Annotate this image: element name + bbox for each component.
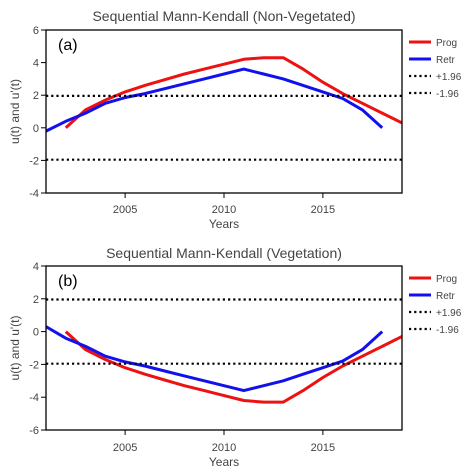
x-axis-label: Years [209, 455, 239, 469]
y-tick-label: -4 [29, 188, 39, 200]
y-tick-label: -4 [29, 392, 39, 404]
legend-label: -1.96 [436, 89, 459, 100]
y-tick-label: 6 [33, 25, 39, 37]
plot-area [46, 56, 402, 161]
legend-label: Prog [436, 274, 457, 285]
plot-area [46, 298, 402, 404]
legend-label: Prog [436, 38, 457, 49]
y-tick-label: 2 [33, 294, 39, 306]
chart-panel-a: Sequential Mann-Kendall (Non-Vegetated) -… [8, 8, 462, 231]
chart-title: Sequential Mann-Kendall (Non-Vegetated) [92, 8, 355, 24]
series-line-retr [46, 67, 384, 133]
chart-title: Sequential Mann-Kendall (Vegetation) [106, 245, 342, 261]
x-tick-label: 2015 [311, 204, 335, 216]
legend: Prog Retr +1.96 -1.96 [409, 274, 462, 336]
legend-label: +1.96 [436, 308, 462, 319]
y-tick-label: 4 [33, 261, 39, 273]
plot-frame [45, 29, 403, 194]
legend-label: Retr [436, 55, 456, 66]
plot-frame [45, 265, 403, 431]
y-tick-label: 4 [33, 58, 39, 70]
y-tick-label: 0 [33, 327, 39, 339]
legend-label: +1.96 [436, 72, 462, 83]
y-tick-label: -2 [29, 359, 39, 371]
panel-label: (a) [58, 37, 78, 54]
y-tick-label: 0 [33, 123, 39, 135]
series-line-retr [46, 325, 384, 393]
x-axis-label: Years [209, 217, 239, 231]
y-axis-label: u(t) and u'(t) [8, 316, 22, 381]
legend: Prog Retr +1.96 -1.96 [409, 38, 462, 100]
series-line-prog [64, 56, 402, 129]
panel-label: (b) [58, 273, 78, 290]
chart-panel-b: Sequential Mann-Kendall (Vegetation) -6 -4… [8, 245, 462, 469]
x-tick-label: 2010 [212, 442, 236, 454]
y-tick-label: 2 [33, 90, 39, 102]
x-tick-label: 2015 [311, 442, 335, 454]
y-tick-label: -6 [29, 425, 39, 437]
legend-label: Retr [436, 291, 456, 302]
x-tick-label: 2005 [113, 204, 137, 216]
x-tick-label: 2005 [113, 442, 137, 454]
y-tick-label: -2 [29, 155, 39, 167]
series-line-prog [64, 330, 402, 404]
legend-label: -1.96 [436, 325, 459, 336]
y-axis-label: u(t) and u'(t) [8, 79, 22, 144]
x-tick-label: 2010 [212, 204, 236, 216]
